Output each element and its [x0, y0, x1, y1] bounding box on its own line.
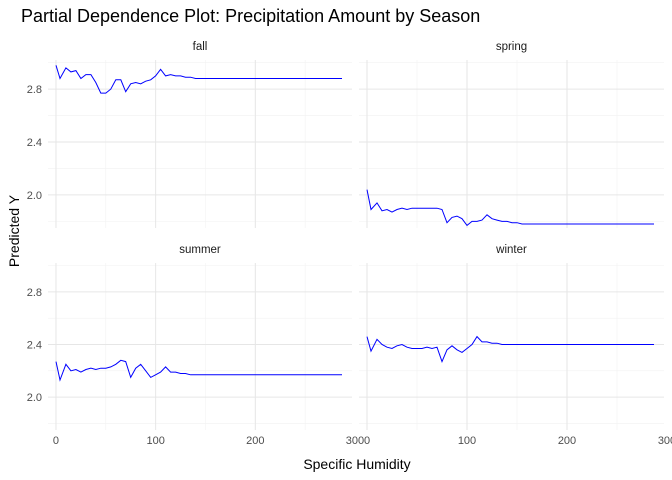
- x-tick-label: 100: [458, 435, 476, 447]
- facet-label-summer: summer: [179, 244, 221, 256]
- facet-label-fall: fall: [193, 41, 208, 53]
- x-tick-label: 0: [53, 435, 59, 447]
- x-tick-label: 100: [146, 435, 164, 447]
- panel-winter: winter 0 100 200 300: [359, 244, 672, 447]
- x-tick-label: 300: [346, 435, 364, 447]
- facet-label-winter: winter: [495, 244, 527, 256]
- y-tick-label: 2.4: [27, 137, 42, 149]
- x-axis-label: Specific Humidity: [303, 456, 411, 472]
- series-line-summer: [55, 359, 342, 382]
- y-tick-label: 2.8: [27, 287, 42, 299]
- x-tick-label: 200: [558, 435, 576, 447]
- panel-summer: summer 2.0 2.4 2.8 0 100 200 300: [27, 244, 364, 447]
- series-line-winter: [366, 335, 654, 363]
- x-tick-label: 0: [364, 435, 370, 447]
- series-line-fall: [55, 65, 342, 94]
- x-tick-label: 300: [658, 435, 672, 447]
- x-tick-label: 200: [246, 435, 264, 447]
- y-tick-label: 2.4: [27, 340, 42, 352]
- y-tick-label: 2.0: [27, 190, 42, 202]
- panel-fall: fall 2.0 2.4 2.8: [27, 41, 352, 228]
- panel-spring: spring: [359, 41, 664, 228]
- y-tick-label: 2.8: [27, 84, 42, 96]
- chart-title: Partial Dependence Plot: Precipitation A…: [21, 6, 481, 26]
- facet-label-spring: spring: [496, 41, 527, 53]
- series-line-spring: [366, 189, 654, 227]
- y-tick-label: 2.0: [27, 392, 42, 404]
